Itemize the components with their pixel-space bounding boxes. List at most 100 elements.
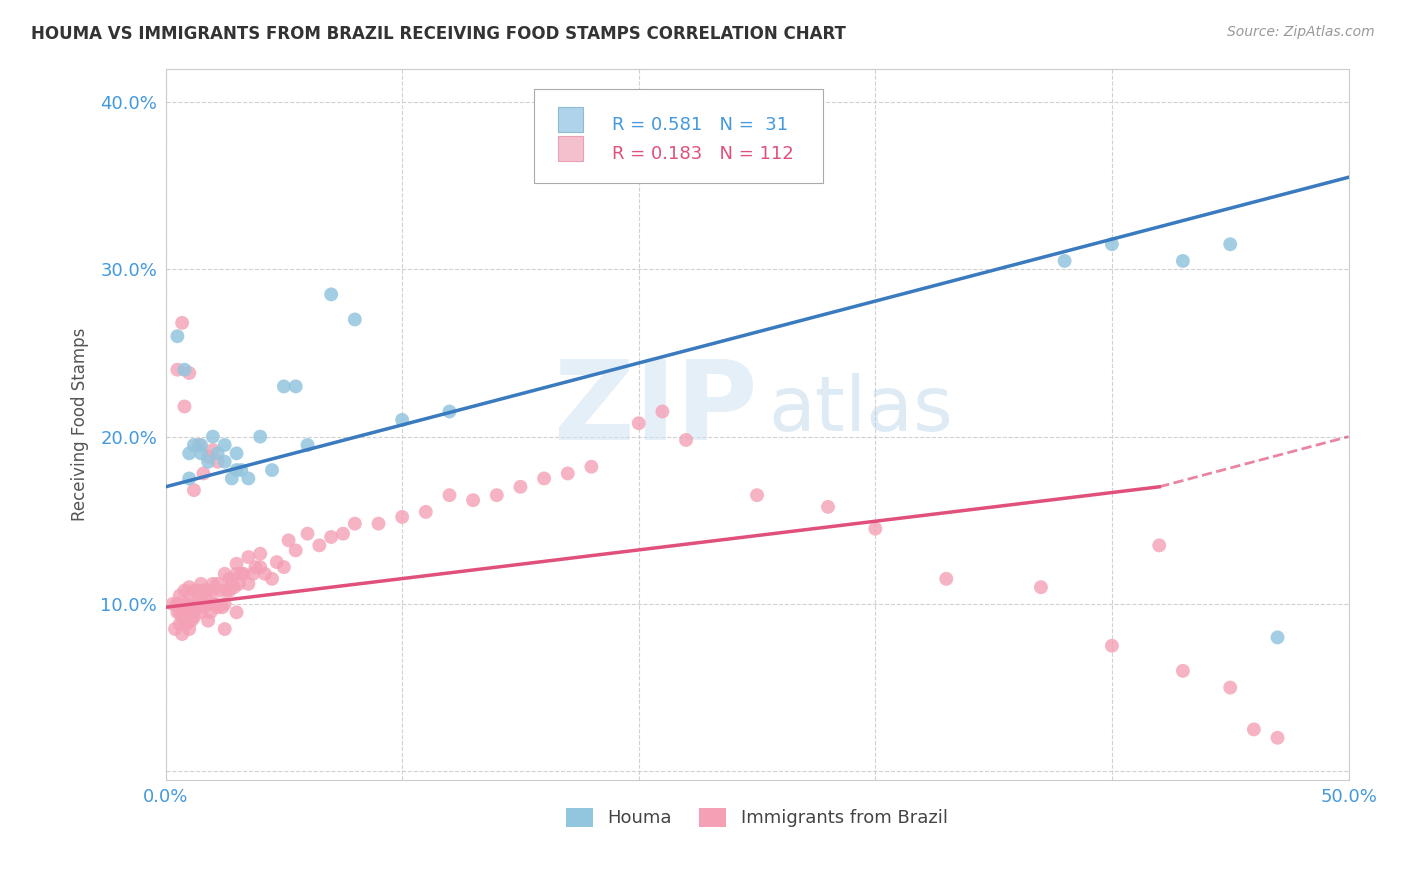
Point xyxy=(183,483,205,498)
Point xyxy=(865,522,887,536)
Point xyxy=(194,593,217,607)
Point xyxy=(183,600,205,615)
Point xyxy=(194,583,217,598)
Point xyxy=(225,605,247,619)
Point xyxy=(1171,664,1194,678)
Point xyxy=(249,560,271,574)
Point xyxy=(225,463,247,477)
Point xyxy=(179,471,201,485)
Point xyxy=(179,600,201,615)
Point xyxy=(176,617,198,632)
Point xyxy=(176,597,198,611)
Point xyxy=(245,560,267,574)
Point xyxy=(197,455,219,469)
Point xyxy=(179,610,201,624)
Point xyxy=(253,566,276,581)
Point xyxy=(204,597,226,611)
Point xyxy=(273,560,295,574)
Text: ZIP: ZIP xyxy=(554,356,756,463)
Point xyxy=(214,438,236,452)
Point xyxy=(186,583,208,598)
Point xyxy=(557,467,579,481)
Point xyxy=(166,362,188,376)
Point xyxy=(211,600,233,615)
Point xyxy=(207,446,229,460)
Point xyxy=(186,600,208,615)
Point xyxy=(1053,254,1076,268)
Point xyxy=(745,488,768,502)
Point xyxy=(214,597,236,611)
Point xyxy=(231,463,253,477)
Point xyxy=(173,400,195,414)
Point xyxy=(321,530,343,544)
Point xyxy=(179,446,201,460)
Point xyxy=(169,605,191,619)
Point xyxy=(173,600,195,615)
Point xyxy=(1267,631,1289,645)
Point xyxy=(214,566,236,581)
Point xyxy=(439,404,461,418)
Point xyxy=(463,493,485,508)
Point xyxy=(415,505,437,519)
Point xyxy=(193,583,215,598)
Point xyxy=(200,605,222,619)
Point xyxy=(1219,237,1241,252)
Point xyxy=(1243,723,1265,737)
Point xyxy=(217,583,239,598)
Text: R = 0.581   N =  31: R = 0.581 N = 31 xyxy=(612,116,787,134)
Point xyxy=(266,555,288,569)
Point xyxy=(1267,731,1289,745)
Point xyxy=(260,572,283,586)
Point xyxy=(533,471,555,485)
Point xyxy=(935,572,957,586)
Point xyxy=(172,316,194,330)
Point xyxy=(193,600,215,615)
Point xyxy=(581,459,603,474)
Point xyxy=(249,547,271,561)
Point xyxy=(163,622,186,636)
Point xyxy=(172,627,194,641)
Text: R = 0.183   N = 112: R = 0.183 N = 112 xyxy=(612,145,793,162)
Legend: Houma, Immigrants from Brazil: Houma, Immigrants from Brazil xyxy=(560,801,955,835)
Text: atlas: atlas xyxy=(769,373,953,447)
Point xyxy=(249,429,271,443)
Point xyxy=(190,577,212,591)
Point xyxy=(201,442,224,457)
Point xyxy=(180,600,202,615)
Point xyxy=(179,580,201,594)
Point xyxy=(201,577,224,591)
Point xyxy=(260,463,283,477)
Point xyxy=(197,583,219,598)
Point xyxy=(166,597,188,611)
Point xyxy=(201,429,224,443)
Point xyxy=(391,510,413,524)
Point xyxy=(166,605,188,619)
Point xyxy=(207,600,229,615)
Point xyxy=(166,329,188,343)
Point xyxy=(197,450,219,464)
Point xyxy=(218,583,240,598)
Point xyxy=(183,438,205,452)
Point xyxy=(179,622,201,636)
Point xyxy=(391,413,413,427)
Point xyxy=(221,577,243,591)
Point xyxy=(817,500,839,514)
Point xyxy=(651,404,673,418)
Point xyxy=(284,543,307,558)
Point xyxy=(190,446,212,460)
Point xyxy=(675,433,697,447)
Point xyxy=(187,589,209,603)
Point xyxy=(367,516,389,531)
Point xyxy=(214,455,236,469)
Point xyxy=(297,526,319,541)
Point xyxy=(208,583,231,598)
Point xyxy=(225,566,247,581)
Point xyxy=(1029,580,1052,594)
Point xyxy=(173,614,195,628)
Point xyxy=(1147,538,1170,552)
Point xyxy=(172,600,194,615)
Point xyxy=(207,577,229,591)
Point xyxy=(308,538,330,552)
Point xyxy=(242,566,264,581)
Point xyxy=(218,572,240,586)
